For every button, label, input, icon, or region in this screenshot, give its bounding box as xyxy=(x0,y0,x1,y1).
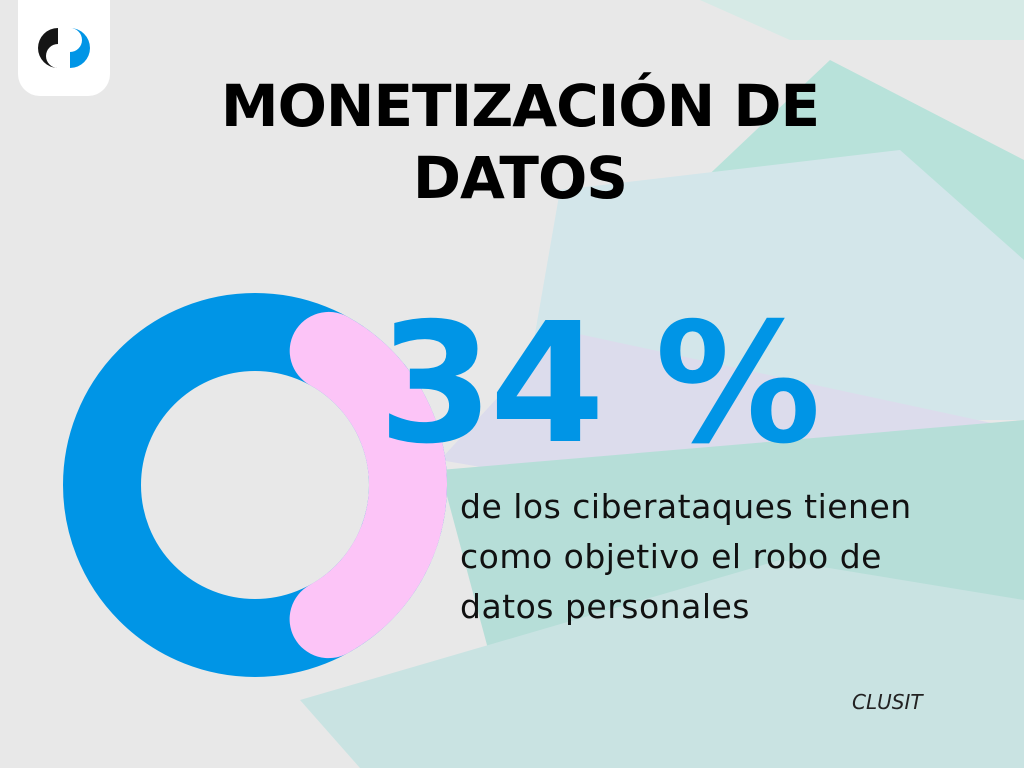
brand-logo-icon xyxy=(38,28,90,68)
description-line-3: datos personales xyxy=(460,587,750,626)
stat-value: 34 % xyxy=(378,288,821,481)
logo-card xyxy=(18,0,110,96)
description-line-1: de los ciberataques tienen xyxy=(460,487,912,526)
description-line-2: como objetivo el robo de xyxy=(460,537,882,576)
page-title: MONETIZACIÓN DE DATOS xyxy=(120,70,920,214)
title-line-1: MONETIZACIÓN DE xyxy=(220,72,820,140)
donut-segment-highlight xyxy=(63,293,447,677)
title-line-2: DATOS xyxy=(412,144,628,212)
source-label: CLUSIT xyxy=(852,690,923,714)
donut-chart xyxy=(63,293,447,677)
stat-description: de los ciberataques tienen como objetivo… xyxy=(460,482,980,632)
